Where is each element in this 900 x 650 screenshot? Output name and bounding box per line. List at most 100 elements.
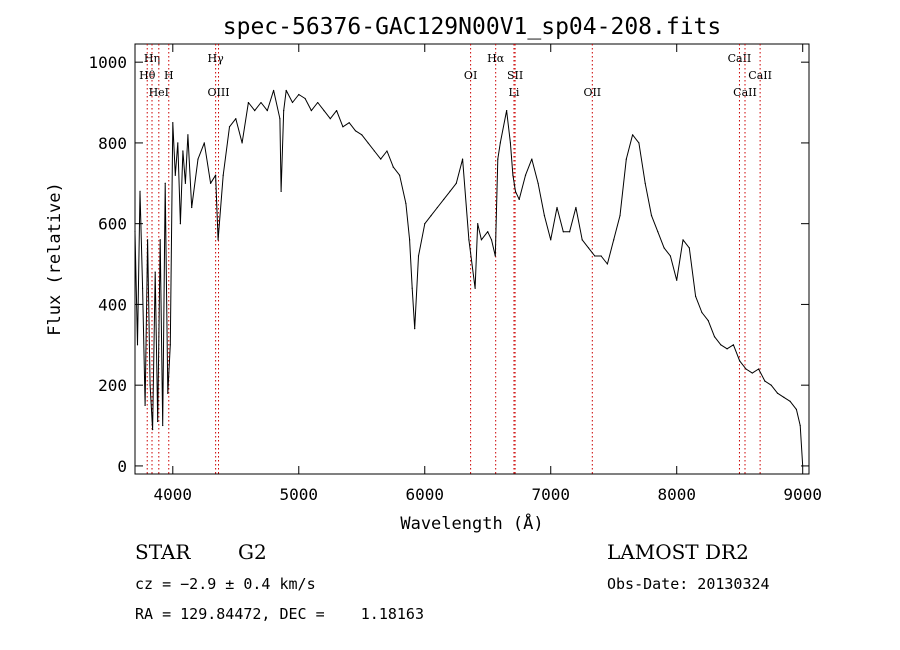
data-point-20 [184, 182, 186, 184]
data-point-64 [424, 223, 426, 225]
data-point-123 [764, 380, 766, 382]
data-point-115 [713, 336, 716, 338]
coordinates: RA = 129.84472, DEC = 1.18163 [135, 605, 424, 623]
marker-label-2: H [164, 69, 174, 82]
data-point-52 [361, 134, 363, 136]
marker-label-9: Li [509, 86, 520, 99]
x-tick-label-1: 5000 [280, 485, 319, 504]
data-point-105 [650, 214, 653, 217]
data-point-82 [512, 174, 514, 176]
data-point-4 [144, 404, 146, 406]
series-group [134, 89, 804, 467]
data-point-62 [414, 328, 416, 330]
data-point-86 [531, 158, 533, 160]
obs-date: Obs-Date: 20130324 [607, 575, 770, 593]
data-point-107 [663, 247, 665, 249]
data-point-40 [285, 89, 287, 92]
marker-label-0: Hη [144, 52, 160, 65]
marker-label-3: HeI [149, 86, 169, 99]
y-tick-label-5: 1000 [88, 53, 127, 72]
data-point-93 [575, 206, 577, 209]
data-point-5 [146, 239, 149, 241]
data-point-18 [179, 223, 181, 225]
data-point-113 [701, 311, 703, 314]
data-point-100 [619, 214, 621, 217]
data-point-95 [587, 247, 590, 249]
marker-label-6: Hα [487, 52, 505, 65]
data-point-111 [688, 247, 690, 249]
data-point-41 [291, 101, 294, 104]
data-point-14 [169, 344, 171, 346]
redshift-readout: cz = −2.9 ± 0.4 km/s [135, 575, 316, 593]
data-point-102 [632, 134, 634, 136]
data-point-48 [335, 110, 338, 112]
data-point-37 [279, 118, 281, 120]
data-point-42 [298, 93, 300, 96]
data-point-83 [514, 190, 517, 192]
marker-label-4: Hγ [208, 52, 225, 65]
data-point-84 [518, 198, 520, 201]
data-point-38 [280, 190, 282, 192]
object-class: STAR [135, 540, 191, 564]
data-point-89 [550, 239, 552, 241]
data-point-88 [543, 214, 546, 217]
data-point-25 [209, 182, 212, 184]
data-point-32 [247, 101, 249, 104]
data-point-21 [187, 134, 189, 136]
data-point-10 [159, 239, 161, 241]
data-point-1 [136, 344, 139, 346]
data-point-35 [266, 110, 268, 112]
plot-frame [134, 43, 810, 475]
y-axis-label: Flux (relative) [45, 182, 65, 336]
data-point-129 [799, 424, 801, 427]
data-point-79 [499, 142, 501, 144]
data-point-22 [191, 206, 193, 209]
data-point-125 [776, 392, 779, 394]
data-point-29 [228, 126, 231, 128]
data-point-11 [162, 424, 164, 427]
data-point-7 [152, 428, 154, 431]
spectrum-line-0 [134, 89, 804, 466]
data-point-101 [625, 158, 627, 160]
x-axis-label: Wavelength (Å) [400, 512, 543, 534]
marker-label-11: CaII [728, 52, 752, 65]
data-point-55 [380, 158, 382, 160]
data-point-117 [726, 348, 728, 350]
data-point-49 [342, 126, 344, 128]
data-point-68 [449, 190, 451, 192]
data-point-114 [707, 319, 709, 322]
y-tick-label-3: 600 [98, 215, 127, 234]
data-point-56 [386, 150, 388, 152]
marker-label-13: CaII [733, 86, 757, 99]
data-point-118 [732, 344, 735, 346]
data-point-90 [556, 206, 558, 209]
data-point-65 [430, 214, 432, 217]
data-point-81 [509, 142, 512, 144]
data-point-36 [272, 89, 275, 92]
marker-label-8: SII [507, 69, 523, 82]
data-point-98 [606, 263, 609, 265]
data-point-106 [657, 231, 659, 233]
data-point-103 [638, 142, 640, 144]
axis-ticks: 4000 5000 6000 7000 8000 9000 0 200 400 600 800 100… [88, 44, 822, 504]
survey-name: LAMOST DR2 [607, 540, 749, 564]
data-point-77 [494, 255, 496, 257]
data-point-63 [417, 255, 420, 257]
data-point-112 [695, 295, 697, 297]
y-tick-label-2: 400 [98, 295, 127, 314]
y-tick-label-4: 800 [98, 134, 127, 153]
data-point-43 [304, 97, 306, 100]
data-point-61 [411, 287, 413, 289]
data-point-69 [455, 182, 457, 184]
marker-label-12: CaII [748, 69, 772, 82]
data-point-16 [174, 174, 176, 176]
data-point-24 [203, 142, 205, 144]
data-point-70 [461, 158, 464, 160]
data-point-23 [197, 158, 199, 160]
data-point-73 [477, 223, 479, 225]
x-tick-label-4: 8000 [657, 485, 696, 504]
data-point-59 [405, 202, 407, 205]
data-point-44 [310, 110, 312, 112]
data-point-116 [720, 344, 722, 346]
data-point-27 [217, 239, 219, 241]
